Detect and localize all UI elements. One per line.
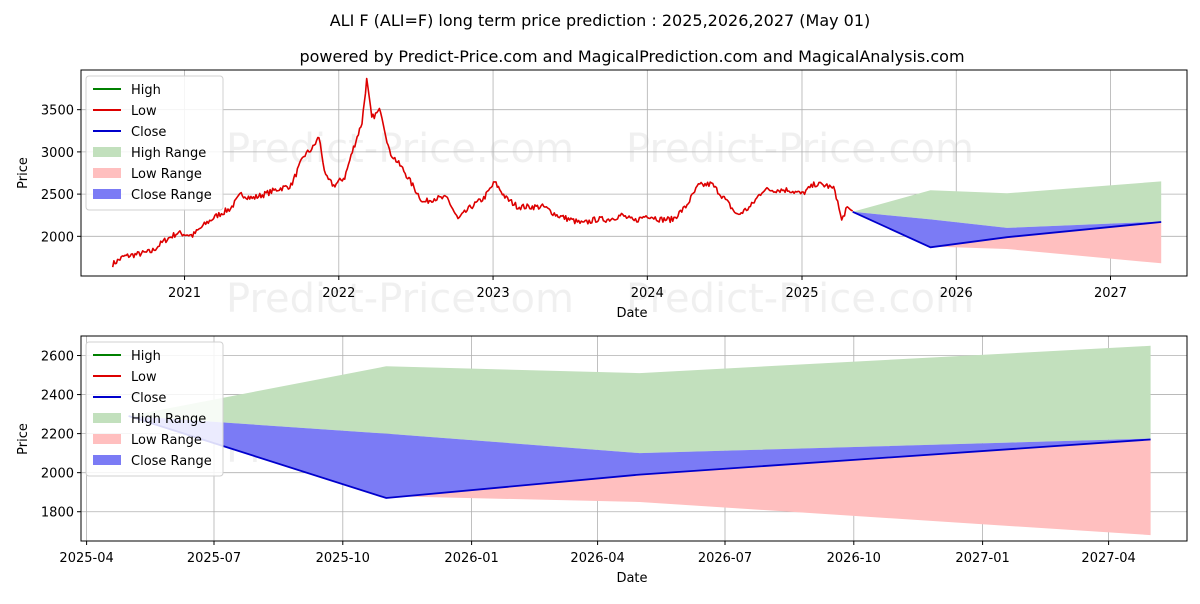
- x-tick-label: 2027-04: [1081, 551, 1135, 566]
- x-tick-label: 2027: [1094, 286, 1127, 301]
- legend-low-range-label: Low Range: [131, 167, 202, 182]
- top-axis-ticks: 2021 2022 2023 2024 2025 2026 2027 2000 2500 3000…: [41, 104, 1127, 301]
- legend-close-label: Close: [131, 391, 166, 406]
- x-tick-label: 2024: [631, 286, 664, 301]
- y-tick-label: 1800: [41, 506, 74, 521]
- x-tick-label: 2026-07: [698, 551, 752, 566]
- y-tick-label: 2200: [41, 428, 74, 443]
- top-price-lines: [111, 77, 1162, 268]
- legend-close-range-swatch: [93, 455, 121, 465]
- y-tick-label: 3000: [41, 146, 74, 161]
- x-tick-label: 2021: [168, 286, 201, 301]
- y-tick-label: 2000: [41, 467, 74, 482]
- legend-high-label: High: [131, 349, 161, 364]
- watermark-text: Predict-Price.com: [626, 126, 974, 172]
- legend-low-range-label: Low Range: [131, 433, 202, 448]
- high-range-area: [852, 181, 1162, 228]
- x-tick-label: 2022: [322, 286, 355, 301]
- legend-low-range-swatch: [93, 434, 121, 444]
- legend-high-range-swatch: [93, 147, 121, 157]
- legend-low-label: Low: [131, 104, 157, 119]
- x-tick-label: 2026-01: [444, 551, 498, 566]
- legend-high-range-label: High Range: [131, 412, 206, 427]
- x-tick-label: 2025-04: [59, 551, 113, 566]
- legend-low-label: Low: [131, 370, 157, 385]
- bottom-y-axis-label: Price: [16, 423, 31, 455]
- close-range-area: [852, 211, 1162, 248]
- bottom-x-axis-label: Date: [616, 571, 647, 586]
- bottom-price-lines: [128, 415, 1151, 499]
- legend-low-range-swatch: [93, 168, 121, 178]
- bottom-axis-ticks: 2025-04 2025-07 2025-10 2026-01 2026-04 2026-…: [41, 350, 1136, 566]
- bottom-plot-frame: [80, 335, 1188, 542]
- bottom-chart-panel: Predict-Price.com Predict-Price.com 2025…: [16, 335, 1188, 586]
- bottom-forecast-areas: [128, 345, 1151, 536]
- top-y-axis-label: Price: [16, 157, 31, 189]
- y-tick-label: 2600: [41, 350, 74, 365]
- top-forecast-areas: [852, 181, 1162, 264]
- legend-high-label: High: [131, 83, 161, 98]
- chart-subtitle: powered by Predict-Price.com and Magical…: [299, 47, 964, 66]
- x-tick-label: 2025-10: [316, 551, 370, 566]
- top-x-axis-label: Date: [616, 306, 647, 321]
- y-tick-label: 3500: [41, 104, 74, 119]
- x-tick-label: 2025: [785, 286, 818, 301]
- chart-title: ALI F (ALI=F) long term price prediction…: [330, 11, 871, 30]
- legend-high-range-label: High Range: [131, 146, 206, 161]
- close-forecast-line: [852, 210, 1162, 249]
- x-tick-label: 2023: [477, 286, 510, 301]
- legend-close-range-label: Close Range: [131, 454, 212, 469]
- watermark-text: Predict-Price.com: [626, 276, 974, 322]
- close-forecast-line: [128, 415, 1151, 499]
- top-legend: High Low Close High Range Low Range Close Ran…: [85, 75, 224, 211]
- close-range-area: [128, 416, 1151, 498]
- top-watermarks: Predict-Price.com Predict-Price.com Pred…: [226, 126, 974, 322]
- x-tick-label: 2026-04: [570, 551, 624, 566]
- legend-high-range-swatch: [93, 413, 121, 423]
- x-tick-label: 2026: [940, 286, 973, 301]
- legend-close-range-label: Close Range: [131, 188, 212, 203]
- low-price-line: [111, 77, 854, 268]
- y-tick-label: 2500: [41, 188, 74, 203]
- y-tick-label: 2400: [41, 389, 74, 404]
- legend-close-range-swatch: [93, 189, 121, 199]
- x-tick-label: 2027-01: [955, 551, 1009, 566]
- x-tick-label: 2026-10: [827, 551, 881, 566]
- top-chart-panel: Predict-Price.com Predict-Price.com Pred…: [16, 69, 1188, 322]
- low-range-area: [128, 416, 1151, 536]
- x-tick-label: 2025-07: [187, 551, 241, 566]
- high-range-area: [128, 345, 1151, 454]
- top-plot-frame: [80, 69, 1188, 277]
- bottom-legend: High Low Close High Range Low Range Close Ran…: [85, 341, 224, 477]
- watermark-text: Predict-Price.com: [226, 276, 574, 322]
- y-tick-label: 2000: [41, 230, 74, 245]
- legend-close-label: Close: [131, 125, 166, 140]
